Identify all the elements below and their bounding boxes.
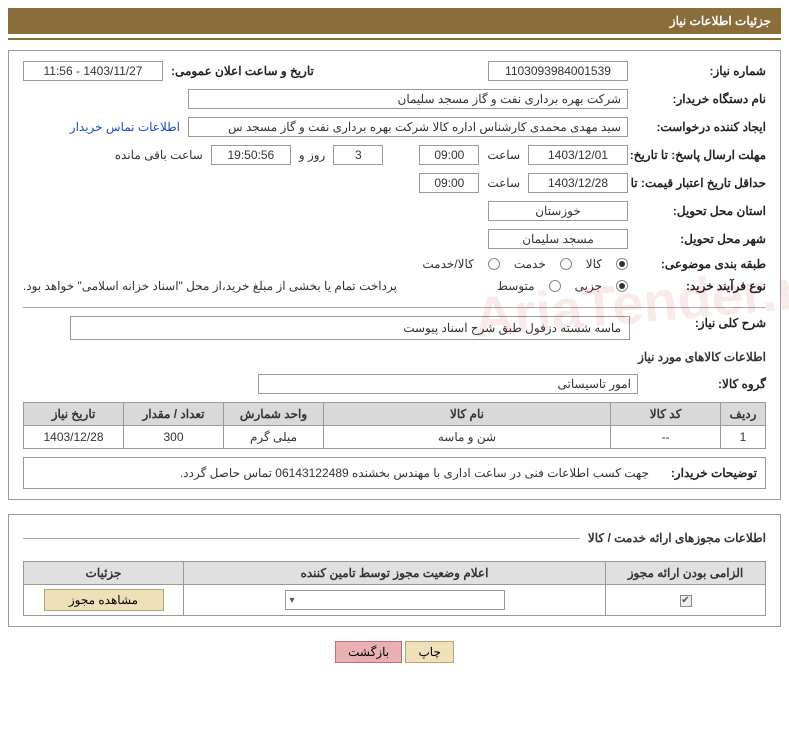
buyer-name: شرکت بهره برداری نفت و گاز مسجد سلیمان: [188, 89, 628, 109]
min-validity-date: 1403/12/28: [528, 173, 628, 193]
radio-goods[interactable]: [616, 258, 628, 270]
min-validity-time: 09:00: [419, 173, 479, 193]
header-rule: [8, 38, 781, 40]
th-code: کد کالا: [611, 403, 721, 426]
countdown: 19:50:56: [211, 145, 291, 165]
general-desc-label: شرح کلی نیاز:: [646, 316, 766, 330]
status-select[interactable]: ▾: [285, 590, 505, 610]
mandatory-checkbox: [680, 595, 692, 607]
th-row: ردیف: [721, 403, 766, 426]
radio-medium[interactable]: [549, 280, 561, 292]
radio-partial-label: جزیی: [575, 279, 602, 293]
td-row: 1: [721, 426, 766, 449]
time-word-1: ساعت: [487, 148, 520, 162]
lic-th-mandatory: الزامی بودن ارائه مجوز: [606, 562, 766, 585]
radio-goods-label: کالا: [586, 257, 602, 271]
announce-label: تاریخ و ساعت اعلان عمومی:: [171, 64, 314, 78]
lic-td-status: ▾: [184, 585, 606, 616]
license-section-line: [23, 538, 580, 539]
lic-td-details: مشاهده مجوز: [24, 585, 184, 616]
need-number-label: شماره نیاز:: [636, 64, 766, 78]
button-row: چاپ بازگشت: [8, 641, 781, 663]
radio-medium-label: متوسط: [497, 279, 535, 293]
delivery-city: مسجد سلیمان: [488, 229, 628, 249]
main-panel: شماره نیاز: 1103093984001539 تاریخ و ساع…: [8, 50, 781, 500]
delivery-city-label: شهر محل تحویل:: [636, 232, 766, 246]
license-row: ▾ مشاهده مجوز: [24, 585, 766, 616]
goods-table: ردیف کد کالا نام کالا واحد شمارش تعداد /…: [23, 402, 766, 449]
th-unit: واحد شمارش: [224, 403, 324, 426]
announce-value: 1403/11/27 - 11:56: [23, 61, 163, 81]
view-license-button[interactable]: مشاهده مجوز: [44, 589, 164, 611]
process-radio-group[interactable]: جزیی متوسط: [497, 279, 628, 293]
lic-td-mandatory: [606, 585, 766, 616]
back-button[interactable]: بازگشت: [335, 641, 402, 663]
days-remaining: 3: [333, 145, 383, 165]
buyer-name-label: نام دستگاه خریدار:: [636, 92, 766, 106]
days-word: روز و: [299, 148, 326, 162]
deadline-date: 1403/12/01: [528, 145, 628, 165]
radio-partial[interactable]: [616, 280, 628, 292]
time-word-2: ساعت: [487, 176, 520, 190]
header-title: جزئیات اطلاعات نیاز: [8, 8, 781, 34]
license-table: الزامی بودن ارائه مجوز اعلام وضعیت مجوز …: [23, 561, 766, 616]
td-need-date: 1403/12/28: [24, 426, 124, 449]
lic-th-details: جزئیات: [24, 562, 184, 585]
license-section-title: اطلاعات مجوزهای ارائه خدمت / کالا: [588, 531, 766, 545]
th-qty: تعداد / مقدار: [124, 403, 224, 426]
td-qty: 300: [124, 426, 224, 449]
group-label: گروه کالا:: [646, 377, 766, 391]
td-name: شن و ماسه: [324, 426, 611, 449]
process-label: نوع فرآیند خرید:: [636, 279, 766, 293]
payment-note: پرداخت تمام یا بخشی از مبلغ خرید،از محل …: [23, 279, 397, 293]
deadline-label: مهلت ارسال پاسخ: تا تاریخ:: [636, 148, 766, 162]
delivery-province: خوزستان: [488, 201, 628, 221]
td-unit: میلی گرم: [224, 426, 324, 449]
category-radio-group[interactable]: کالا خدمت کالا/خدمت: [422, 257, 628, 271]
group-value: امور تاسیساتی: [258, 374, 638, 394]
lic-th-status: اعلام وضعیت مجوز توسط تامین کننده: [184, 562, 606, 585]
th-name: نام کالا: [324, 403, 611, 426]
radio-service-label: خدمت: [514, 257, 546, 271]
buyer-contact-link[interactable]: اطلاعات تماس خریدار: [70, 120, 180, 134]
category-label: طبقه بندی موضوعی:: [636, 257, 766, 271]
th-need-date: تاریخ نیاز: [24, 403, 124, 426]
requester-value: سید مهدی محمدی کارشناس اداره کالا شرکت ب…: [188, 117, 628, 137]
buyer-notes-label: توضیحات خریدار:: [657, 466, 757, 480]
print-button[interactable]: چاپ: [405, 641, 453, 663]
radio-both-label: کالا/خدمت: [422, 257, 473, 271]
radio-service[interactable]: [560, 258, 572, 270]
requester-label: ایجاد کننده درخواست:: [636, 120, 766, 134]
delivery-province-label: استان محل تحویل:: [636, 204, 766, 218]
license-panel: اطلاعات مجوزهای ارائه خدمت / کالا الزامی…: [8, 514, 781, 627]
radio-both[interactable]: [488, 258, 500, 270]
td-code: --: [611, 426, 721, 449]
buyer-notes-text: جهت کسب اطلاعات فنی در ساعت اداری با مهن…: [32, 466, 649, 480]
goods-info-title: اطلاعات کالاهای مورد نیاز: [23, 350, 766, 364]
table-row: 1 -- شن و ماسه میلی گرم 300 1403/12/28: [24, 426, 766, 449]
chevron-down-icon: ▾: [290, 595, 295, 606]
deadline-time: 09:00: [419, 145, 479, 165]
general-desc: ماسه شسته دزفول طبق شرح اسناد پیوست: [70, 316, 630, 340]
remaining-label: ساعت باقی مانده: [115, 148, 203, 162]
buyer-notes-box: توضیحات خریدار: جهت کسب اطلاعات فنی در س…: [23, 457, 766, 489]
need-number: 1103093984001539: [488, 61, 628, 81]
min-validity-label: حداقل تاریخ اعتبار قیمت: تا تاریخ:: [636, 176, 766, 190]
